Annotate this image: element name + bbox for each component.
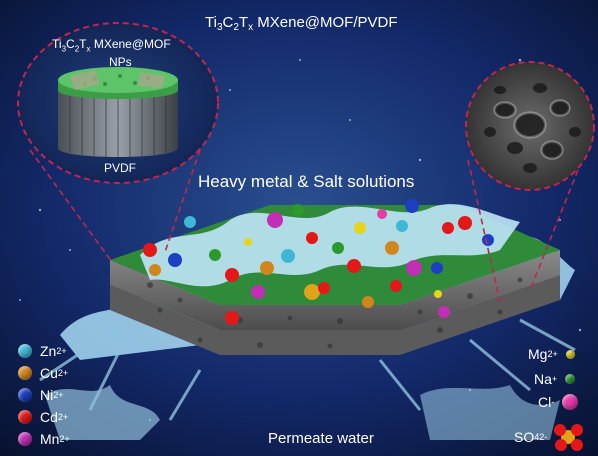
inset-nps-label: NPs — [109, 55, 132, 69]
legend-mn: Mn 2+ — [18, 431, 70, 447]
legend-cu: Cu 2+ — [18, 365, 68, 381]
inset-connectors — [29, 149, 579, 303]
membrane-inset — [17, 22, 219, 184]
mg-ion-dot — [565, 349, 575, 359]
figure-title: Ti3C2Tx MXene@MOF/PVDF — [205, 14, 398, 33]
cl-ion-dot — [562, 394, 579, 410]
sulfate-molecule-icon — [554, 424, 584, 451]
legend-cd: Cd 2+ — [18, 409, 68, 425]
mn-ion-dot — [18, 432, 32, 446]
legend-so4: SO 4 2- — [514, 422, 585, 452]
zn-ion-dot — [18, 344, 32, 358]
legend-cl: Cl - — [538, 394, 579, 410]
sem-inset — [465, 61, 595, 191]
inset-mxene-label: Ti3C2Tx MXene@MOF — [52, 37, 171, 54]
legend-ni: Ni 2+ — [18, 387, 64, 403]
legend-mg: Mg 2+ — [528, 346, 575, 362]
na-ion-dot — [565, 374, 576, 384]
cu-ion-dot — [18, 366, 32, 380]
legend-na: Na + — [534, 371, 576, 387]
ni-ion-dot — [18, 388, 32, 402]
feed-solution-label: Heavy metal & Salt solutions — [198, 172, 415, 191]
inset-pvdf-label: PVDF — [104, 161, 137, 175]
ion-balls — [143, 199, 494, 325]
permeate-label: Permeate water — [268, 430, 374, 447]
feed-water-waves — [140, 204, 520, 287]
cd-ion-dot — [18, 410, 32, 424]
legend-zn: Zn 2+ — [18, 343, 67, 359]
